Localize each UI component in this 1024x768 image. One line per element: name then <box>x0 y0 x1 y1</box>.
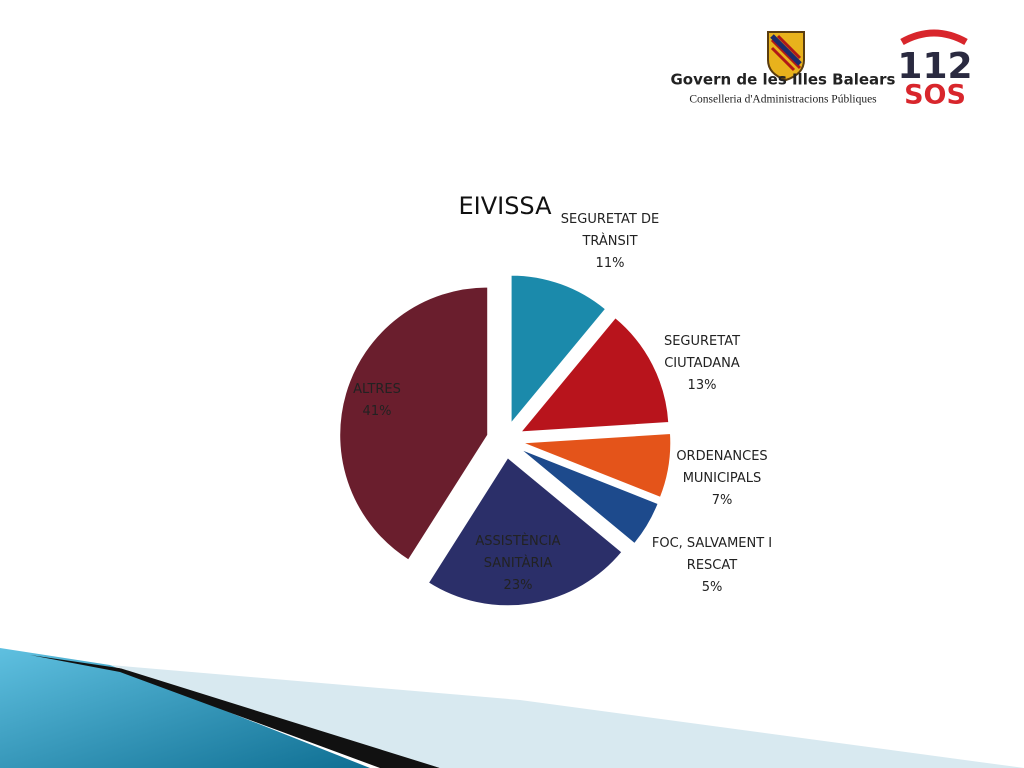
slice-label: SEGURETAT DE TRÀNSIT 11% <box>545 209 675 275</box>
pie-slice <box>520 448 659 545</box>
value-label: 5% <box>701 580 723 595</box>
phone-icon <box>900 29 968 46</box>
category-label: ORDENANCES MUNICIPALS <box>676 449 768 486</box>
pie-slice <box>522 432 672 498</box>
value-label: 13% <box>687 378 717 393</box>
chart-title: EIVISSA <box>458 192 552 220</box>
pie-slice <box>339 286 489 561</box>
dept-name: Conselleria d'Administracions Públiques <box>689 94 877 106</box>
category-label: SEGURETAT CIUTADANA <box>663 334 741 371</box>
slice-label: ASSISTÈNCIA SANITÀRIA 23% <box>463 531 573 597</box>
pie-slice <box>510 274 607 425</box>
shield-logo <box>767 31 805 82</box>
org-name: Govern de les Illes Balears <box>671 71 896 89</box>
stripe <box>110 665 1024 768</box>
slice-label: ORDENANCES MUNICIPALS 7% <box>662 446 782 512</box>
value-label: 7% <box>711 493 733 508</box>
slice-label: ALTRES 41% <box>337 379 417 423</box>
logo-word: SOS <box>904 80 966 111</box>
value-label: 23% <box>503 578 533 593</box>
category-label: ASSISTÈNCIA SANITÀRIA <box>475 534 561 571</box>
slice-label: FOC, SALVAMENT I RESCAT 5% <box>637 533 787 599</box>
category-label: SEGURETAT DE TRÀNSIT <box>560 212 660 249</box>
category-label: ALTRES <box>353 382 401 397</box>
slice-label: SEGURETAT CIUTADANA 13% <box>647 331 757 397</box>
value-label: 41% <box>362 404 392 419</box>
stripe <box>30 655 440 768</box>
logo-number: 112 <box>897 46 972 87</box>
value-label: 11% <box>595 256 625 271</box>
pie-slice <box>519 317 670 433</box>
category-label: FOC, SALVAMENT I RESCAT <box>651 536 773 573</box>
pie-slice <box>427 457 623 607</box>
stripe <box>0 648 370 768</box>
